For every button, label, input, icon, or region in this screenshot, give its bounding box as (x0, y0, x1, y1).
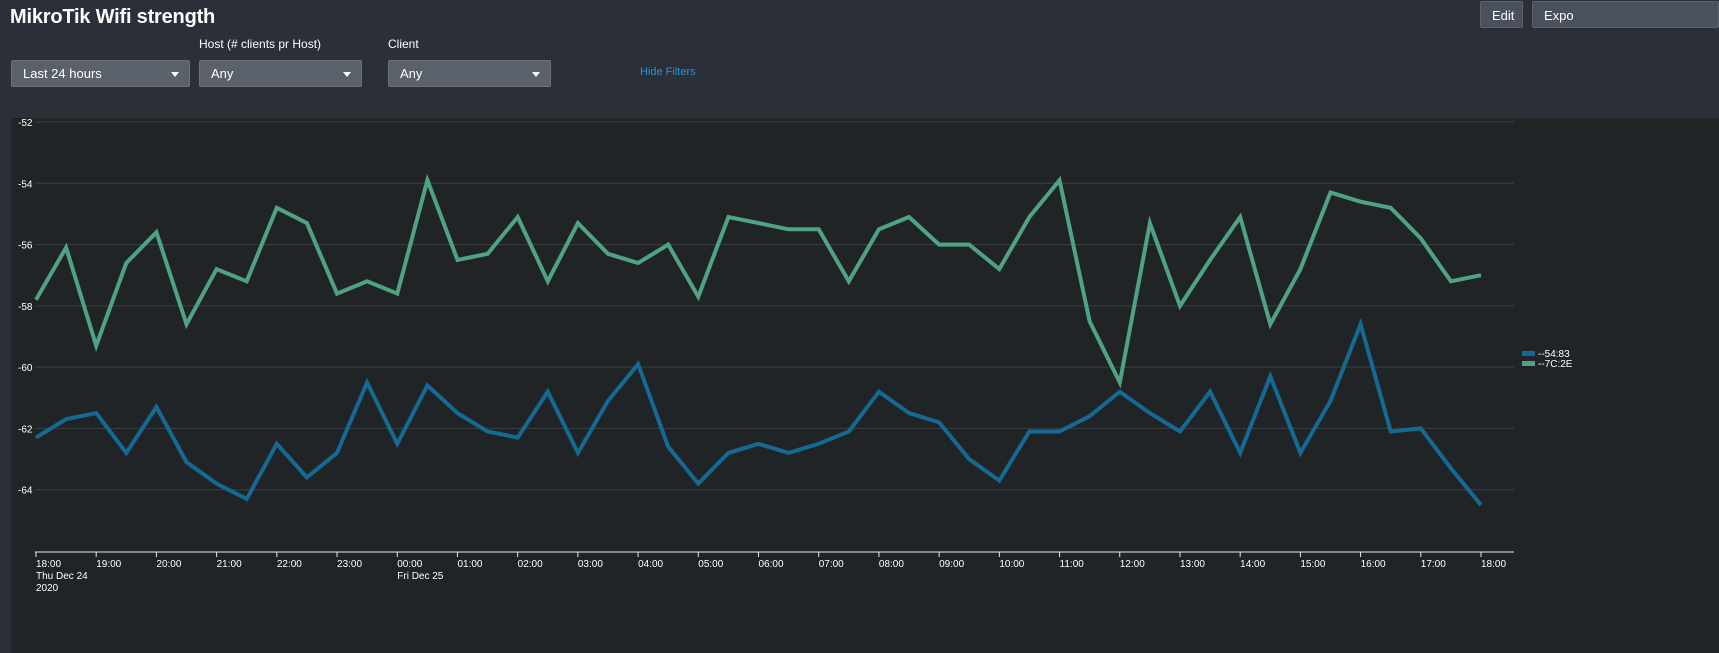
x-tick-label: 19:00 (96, 559, 121, 570)
x-tick-label: 12:00 (1120, 559, 1145, 570)
client-value: Any (400, 66, 423, 81)
x-tick-label: 22:00 (277, 559, 302, 570)
x-tick-label: 01:00 (457, 559, 482, 570)
y-tick-label: -54 (18, 179, 33, 190)
y-tick-label: -58 (18, 302, 33, 313)
x-tick-label: 14:00 (1240, 559, 1265, 570)
legend-label: --7C:2E (1538, 359, 1573, 370)
legend-swatch (1522, 351, 1535, 356)
x-tick-label: 21:00 (217, 559, 242, 570)
x-tick-label: 18:00 (36, 559, 61, 570)
time-range-value: Last 24 hours (23, 66, 102, 81)
x-tick-label: 04:00 (638, 559, 663, 570)
y-tick-label: -60 (18, 363, 33, 374)
hide-filters-link[interactable]: Hide Filters (640, 66, 696, 78)
x-tick-date-label: Thu Dec 24 (36, 571, 88, 582)
x-tick-label: 11:00 (1060, 559, 1085, 570)
y-tick-label: -64 (18, 486, 33, 497)
x-tick-label: 05:00 (698, 559, 723, 570)
x-tick-label: 15:00 (1300, 559, 1325, 570)
export-button[interactable]: Expo (1532, 1, 1719, 28)
edit-button[interactable]: Edit (1480, 1, 1523, 28)
x-tick-label: 17:00 (1421, 559, 1446, 570)
x-tick-label: 18:00 (1481, 559, 1506, 570)
x-tick-label: 10:00 (999, 559, 1024, 570)
x-tick-label: 07:00 (819, 559, 844, 570)
x-tick-label: 00:00 (397, 559, 422, 570)
chevron-down-icon (532, 72, 540, 77)
series-line-1[interactable] (34, 317, 1483, 507)
client-dropdown[interactable]: Any (388, 60, 551, 87)
chevron-down-icon (343, 72, 351, 77)
client-filter-label: Client (388, 37, 419, 51)
host-value: Any (211, 66, 234, 81)
time-range-dropdown[interactable]: Last 24 hours (11, 60, 190, 87)
chevron-down-icon (171, 72, 179, 77)
legend-swatch (1522, 361, 1535, 366)
y-tick-label: -52 (18, 118, 33, 129)
legend-label: --54:83 (1538, 349, 1570, 360)
x-tick-label: 23:00 (337, 559, 362, 570)
x-tick-label: 09:00 (939, 559, 964, 570)
series-line-2[interactable] (34, 173, 1482, 389)
x-tick-label: 13:00 (1180, 559, 1205, 570)
y-tick-label: -62 (18, 424, 33, 435)
host-filter-label: Host (# clients pr Host) (199, 37, 322, 51)
page-title: MikroTik Wifi strength (10, 6, 216, 28)
x-tick-label: 08:00 (879, 559, 904, 570)
y-tick-label: -56 (18, 241, 33, 252)
x-tick-year-label: 2020 (36, 583, 59, 594)
x-tick-label: 20:00 (156, 559, 181, 570)
x-tick-label: 03:00 (578, 559, 603, 570)
host-dropdown[interactable]: Any (199, 60, 362, 87)
x-tick-label: 16:00 (1361, 559, 1386, 570)
x-tick-label: 02:00 (518, 559, 543, 570)
x-tick-date-label: Fri Dec 25 (397, 571, 444, 582)
x-tick-label: 06:00 (759, 559, 784, 570)
chart-panel: -52 -54 -56 -58 -60 -62 -64 18:00 Thu Dec 24 2020… (11, 118, 1719, 653)
